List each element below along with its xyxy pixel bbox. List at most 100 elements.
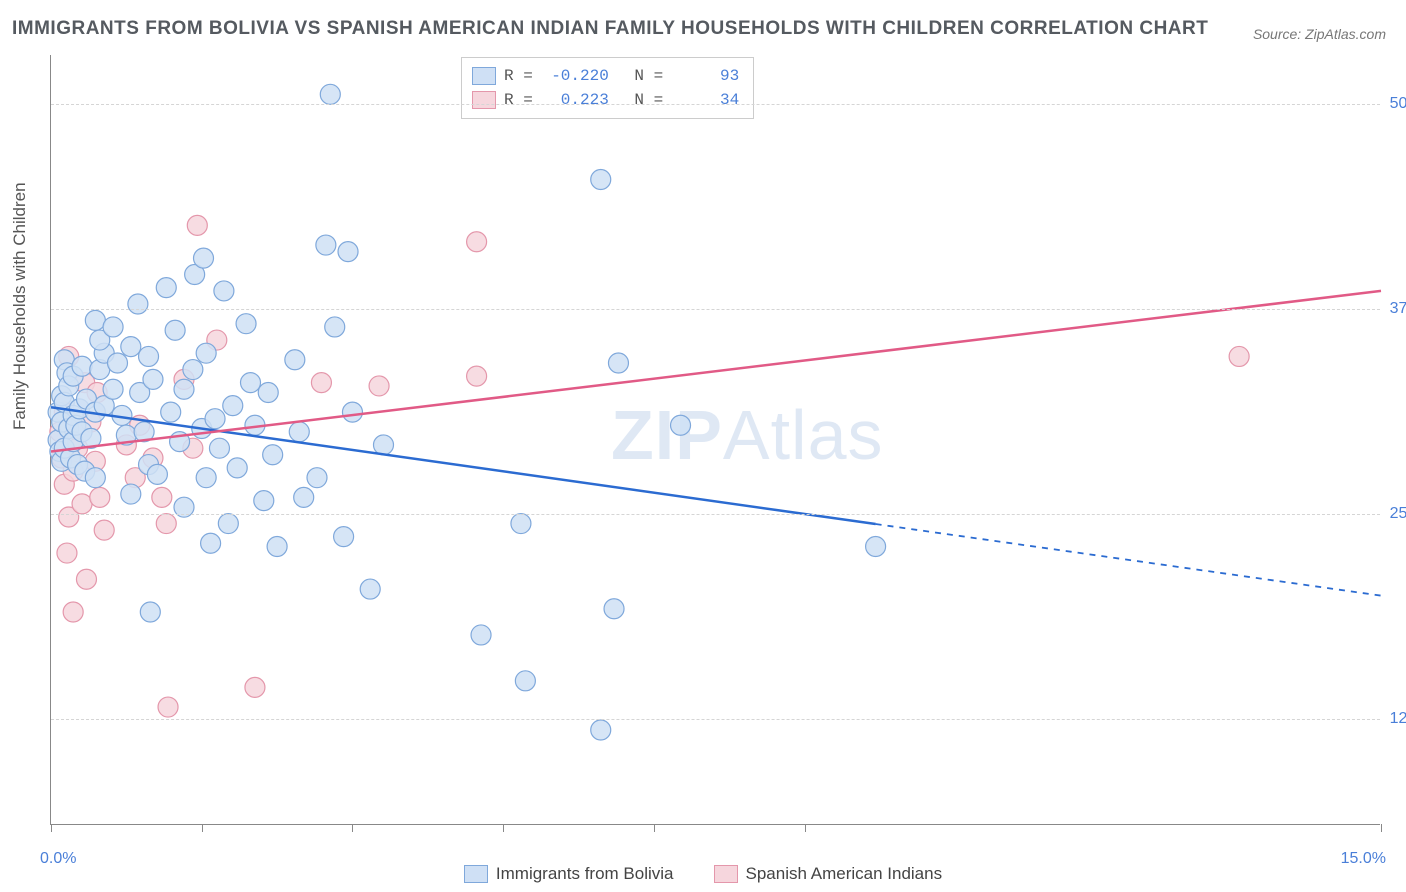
data-point bbox=[227, 458, 247, 478]
data-point bbox=[467, 232, 487, 252]
y-tick-label: 25.0% bbox=[1390, 505, 1406, 523]
data-point bbox=[158, 697, 178, 717]
data-point bbox=[161, 402, 181, 422]
gridline bbox=[51, 309, 1380, 310]
y-axis-label: Family Households with Children bbox=[10, 182, 30, 430]
data-point bbox=[94, 520, 114, 540]
data-point bbox=[320, 84, 340, 104]
data-point bbox=[471, 625, 491, 645]
data-point bbox=[369, 376, 389, 396]
data-point bbox=[194, 248, 214, 268]
stats-legend-row-2: R = 0.223 N = 34 bbox=[472, 88, 739, 112]
data-point bbox=[196, 343, 216, 363]
n-value-1: 93 bbox=[671, 64, 739, 88]
data-point bbox=[165, 320, 185, 340]
data-point bbox=[140, 602, 160, 622]
stats-legend: R = -0.220 N = 93 R = 0.223 N = 34 bbox=[461, 57, 754, 119]
legend-item-2: Spanish American Indians bbox=[714, 864, 943, 884]
data-point bbox=[1229, 346, 1249, 366]
data-point bbox=[143, 369, 163, 389]
data-point bbox=[515, 671, 535, 691]
data-point bbox=[338, 242, 358, 262]
swatch-series-2-icon bbox=[714, 865, 738, 883]
data-point bbox=[218, 514, 238, 534]
gridline bbox=[51, 514, 1380, 515]
data-point bbox=[608, 353, 628, 373]
series-legend: Immigrants from Bolivia Spanish American… bbox=[0, 864, 1406, 884]
data-point bbox=[121, 484, 141, 504]
data-point bbox=[467, 366, 487, 386]
gridline bbox=[51, 104, 1380, 105]
swatch-series-2 bbox=[472, 91, 496, 109]
x-tick bbox=[51, 824, 52, 832]
trend-line-extrapolated bbox=[876, 524, 1381, 596]
gridline bbox=[51, 719, 1380, 720]
data-point bbox=[103, 379, 123, 399]
data-point bbox=[147, 464, 167, 484]
y-tick-label: 37.5% bbox=[1390, 300, 1406, 318]
plot-area: ZIPAtlas R = -0.220 N = 93 R = 0.223 N =… bbox=[50, 55, 1380, 825]
data-point bbox=[374, 435, 394, 455]
n-label: N = bbox=[634, 64, 663, 88]
data-point bbox=[591, 720, 611, 740]
stats-legend-row-1: R = -0.220 N = 93 bbox=[472, 64, 739, 88]
data-point bbox=[289, 422, 309, 442]
data-point bbox=[85, 468, 105, 488]
data-point bbox=[76, 569, 96, 589]
legend-label-1: Immigrants from Bolivia bbox=[496, 864, 674, 884]
r-value-2: 0.223 bbox=[541, 88, 609, 112]
x-tick bbox=[1381, 824, 1382, 832]
data-point bbox=[174, 379, 194, 399]
x-tick bbox=[202, 824, 203, 832]
x-tick bbox=[654, 824, 655, 832]
swatch-series-1-icon bbox=[464, 865, 488, 883]
data-point bbox=[236, 314, 256, 334]
r-label: R = bbox=[504, 64, 533, 88]
data-point bbox=[223, 396, 243, 416]
data-point bbox=[72, 494, 92, 514]
data-point bbox=[72, 356, 92, 376]
legend-item-1: Immigrants from Bolivia bbox=[464, 864, 674, 884]
n-value-2: 34 bbox=[671, 88, 739, 112]
data-point bbox=[85, 310, 105, 330]
data-point bbox=[201, 533, 221, 553]
data-point bbox=[57, 543, 77, 563]
data-point bbox=[866, 536, 886, 556]
data-point bbox=[128, 294, 148, 314]
data-point bbox=[121, 337, 141, 357]
data-point bbox=[205, 409, 225, 429]
data-point bbox=[294, 487, 314, 507]
source-attribution: Source: ZipAtlas.com bbox=[1253, 26, 1386, 42]
legend-label-2: Spanish American Indians bbox=[746, 864, 943, 884]
data-point bbox=[139, 346, 159, 366]
data-point bbox=[316, 235, 336, 255]
r-label: R = bbox=[504, 88, 533, 112]
data-point bbox=[311, 373, 331, 393]
chart-svg bbox=[51, 55, 1380, 824]
data-point bbox=[156, 514, 176, 534]
data-point bbox=[267, 536, 287, 556]
data-point bbox=[604, 599, 624, 619]
data-point bbox=[152, 487, 172, 507]
data-point bbox=[209, 438, 229, 458]
n-label: N = bbox=[634, 88, 663, 112]
data-point bbox=[187, 215, 207, 235]
data-point bbox=[285, 350, 305, 370]
data-point bbox=[307, 468, 327, 488]
data-point bbox=[214, 281, 234, 301]
data-point bbox=[90, 487, 110, 507]
data-point bbox=[671, 415, 691, 435]
data-point bbox=[241, 373, 261, 393]
x-tick bbox=[805, 824, 806, 832]
data-point bbox=[103, 317, 123, 337]
data-point bbox=[63, 602, 83, 622]
data-point bbox=[254, 491, 274, 511]
data-point bbox=[334, 527, 354, 547]
data-point bbox=[245, 677, 265, 697]
data-point bbox=[342, 402, 362, 422]
x-tick bbox=[503, 824, 504, 832]
y-tick-label: 50.0% bbox=[1390, 95, 1406, 113]
r-value-1: -0.220 bbox=[541, 64, 609, 88]
swatch-series-1 bbox=[472, 67, 496, 85]
data-point bbox=[258, 382, 278, 402]
